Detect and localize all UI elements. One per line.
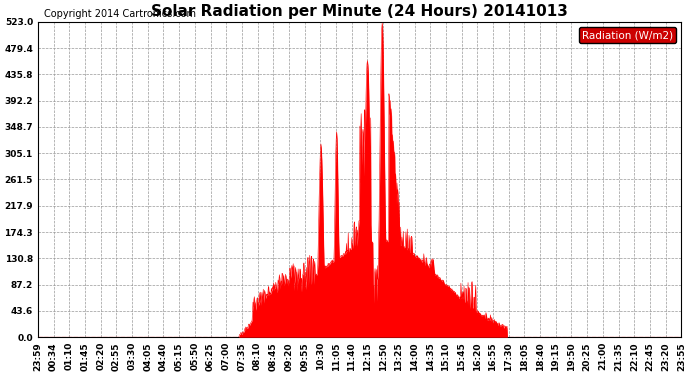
Text: Copyright 2014 Cartronics.com: Copyright 2014 Cartronics.com xyxy=(44,9,197,19)
Title: Solar Radiation per Minute (24 Hours) 20141013: Solar Radiation per Minute (24 Hours) 20… xyxy=(151,4,568,19)
Legend: Radiation (W/m2): Radiation (W/m2) xyxy=(579,27,676,43)
